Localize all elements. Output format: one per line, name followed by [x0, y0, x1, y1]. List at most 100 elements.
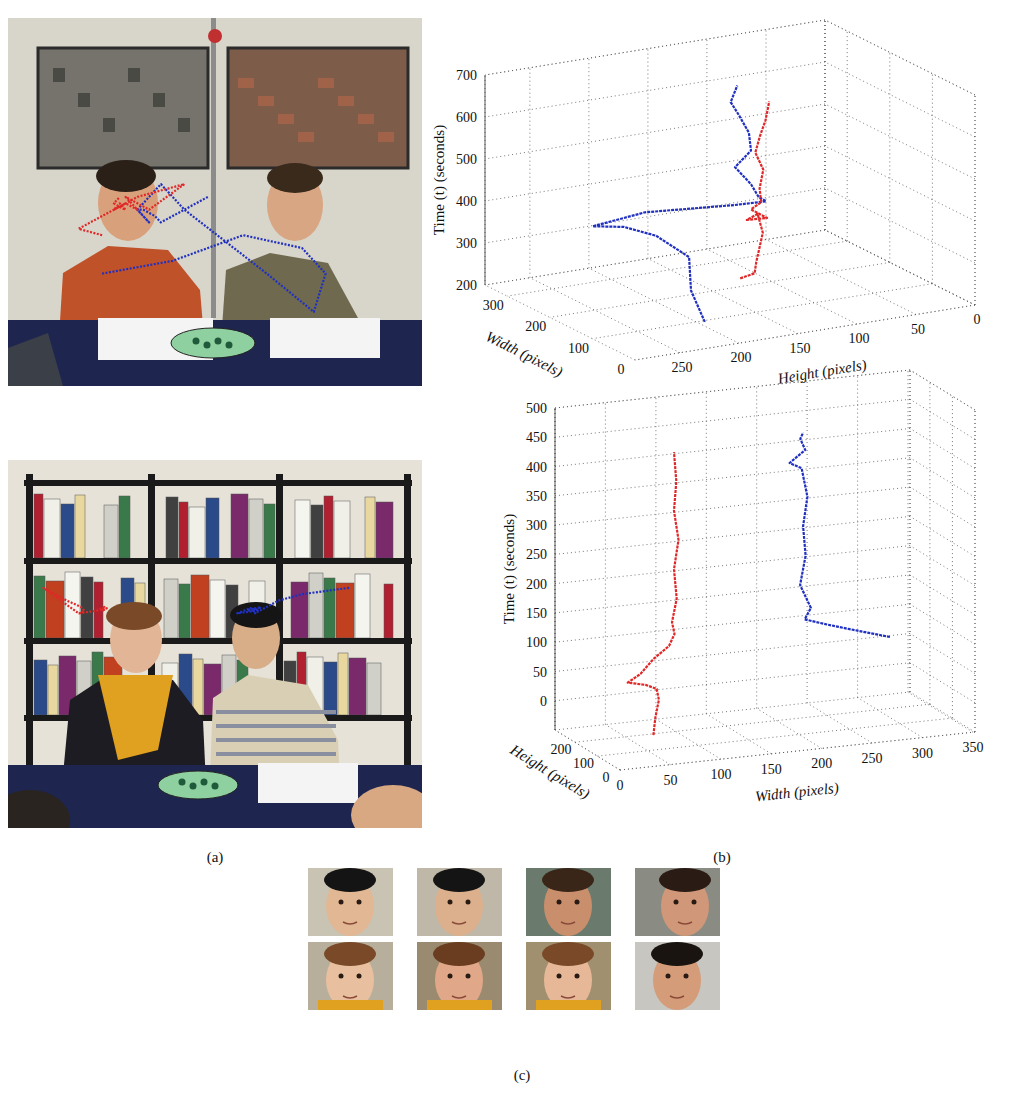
book: [365, 497, 375, 558]
tick-label: 100: [526, 635, 547, 650]
grid-line: [588, 58, 589, 268]
book: [338, 653, 348, 715]
book: [179, 584, 190, 638]
axis-line: [485, 230, 825, 285]
tick-label: 450: [526, 430, 547, 445]
roof: [378, 132, 394, 142]
sweater-stripe: [216, 738, 336, 742]
tick-label: 150: [526, 606, 547, 621]
grid-line: [485, 104, 825, 159]
tick-label: 300: [912, 746, 933, 761]
microphone: [204, 342, 211, 349]
grid-line: [858, 698, 923, 738]
axis-line: [825, 20, 826, 230]
eye: [557, 900, 562, 905]
grid-line: [706, 392, 707, 714]
grid-line: [910, 604, 975, 644]
tick-labels: 0501001502002503003500100200050100150200…: [526, 401, 984, 793]
roof: [338, 96, 354, 106]
book: [376, 502, 393, 558]
axes-box: [555, 370, 975, 770]
hair: [324, 868, 376, 892]
grid-line: [807, 703, 872, 743]
hair: [324, 942, 376, 966]
sweater-stripe: [216, 752, 336, 756]
tick-label: 0: [540, 694, 547, 709]
chart-3d: 0100200300050100150200250200300400500600…: [431, 20, 981, 388]
book: [384, 584, 393, 638]
grid-line: [807, 381, 808, 703]
tick-label: 200: [811, 756, 832, 771]
tick-label: 100: [710, 767, 731, 782]
microphone: [201, 779, 208, 786]
grid-line: [605, 725, 670, 765]
roof: [258, 96, 274, 106]
eye: [575, 974, 580, 979]
book: [324, 662, 337, 715]
tick-label: 300: [526, 518, 547, 533]
axis-line: [485, 75, 486, 285]
book: [291, 582, 308, 638]
grid-line: [530, 278, 680, 353]
track-overlay: [102, 184, 326, 312]
grid-line: [910, 458, 975, 498]
book: [61, 504, 74, 558]
grid-line: [825, 146, 975, 221]
grid-line: [605, 403, 606, 725]
grid-line: [910, 399, 975, 439]
grid-line: [592, 284, 932, 339]
tick-label: 300: [456, 236, 477, 251]
grid-line: [575, 704, 930, 742]
grid-line: [952, 396, 953, 718]
face-thumbnail: [417, 868, 502, 936]
axis-line: [620, 732, 975, 770]
eye: [357, 900, 362, 905]
grid-line: [555, 429, 910, 467]
eye: [674, 900, 679, 905]
grid-line: [485, 146, 825, 201]
pipe: [211, 18, 216, 318]
book: [206, 498, 219, 558]
axis-line: [635, 305, 975, 360]
axis-line: [825, 20, 975, 95]
book: [210, 580, 225, 638]
book: [231, 494, 248, 558]
grid-line: [597, 718, 952, 756]
roof: [278, 114, 294, 124]
book: [191, 575, 209, 638]
book: [44, 499, 60, 558]
window: [178, 118, 190, 132]
book: [324, 496, 333, 558]
track-overlay: [79, 184, 185, 235]
tick-label: 0: [618, 362, 625, 377]
eye: [448, 974, 453, 979]
tick-labels: 0100200300050100150200250200300400500600…: [456, 68, 981, 377]
mouth: [452, 996, 466, 998]
tick-label: 400: [456, 194, 477, 209]
grid-line: [555, 604, 910, 642]
scarf: [98, 675, 173, 760]
grid-line: [529, 68, 530, 278]
grid-line: [910, 663, 975, 703]
grid-line: [825, 20, 826, 230]
axis-line: [910, 370, 975, 410]
axis-line: [485, 75, 486, 285]
foreground-head: [8, 790, 70, 828]
grid-line: [555, 546, 910, 584]
sweater-stripe: [216, 710, 336, 714]
tick-label: 100: [573, 756, 594, 771]
axis-title: Width (pixels): [754, 780, 839, 806]
track-overlay: [237, 588, 349, 614]
mouth: [678, 922, 692, 924]
mouth: [670, 996, 684, 998]
mouth: [343, 922, 357, 924]
book: [367, 663, 381, 715]
tick-label: 50: [911, 322, 925, 337]
tick-label: 200: [526, 577, 547, 592]
series: [593, 86, 770, 322]
grid-line: [555, 634, 910, 672]
grid-line: [932, 74, 933, 284]
face-thumbnail: [308, 868, 393, 936]
shelf: [24, 558, 412, 564]
tick-label: 0: [974, 312, 981, 327]
